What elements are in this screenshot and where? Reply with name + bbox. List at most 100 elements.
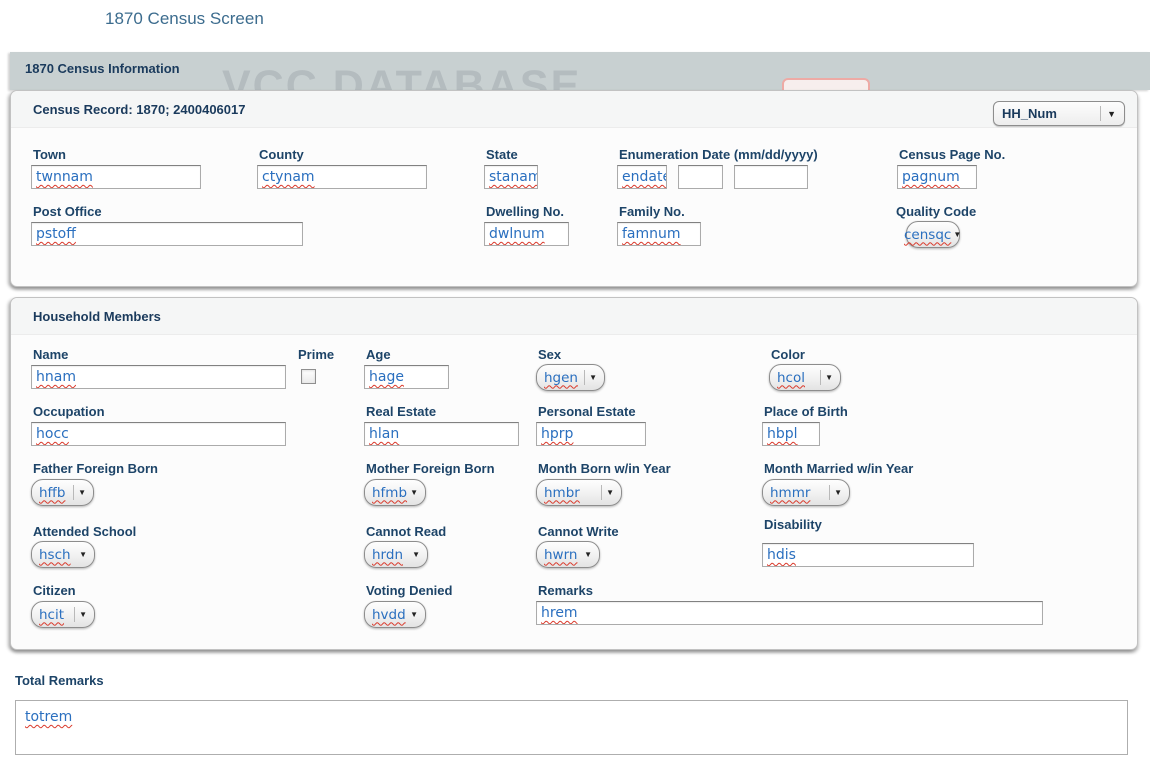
real-estate-label: Real Estate <box>366 404 437 419</box>
divider <box>74 607 76 622</box>
cannot-read-label: Cannot Read <box>366 524 447 539</box>
census-record-panel: Census Record: 1870; 2400406017 HH_Num ▼… <box>10 90 1138 287</box>
dwelling-no-value: dwlnum <box>489 226 545 242</box>
disability-value: hdis <box>767 547 796 563</box>
mother-foreign-born-label: Mother Foreign Born <box>366 461 495 476</box>
attended-school-value: hsch <box>39 546 71 563</box>
personal-estate-input[interactable]: hprp <box>536 422 646 446</box>
age-label: Age <box>366 347 391 362</box>
dropdown-arrow-icon: ▼ <box>584 549 592 559</box>
citizen-value: hcit <box>39 606 65 623</box>
post-office-input[interactable]: pstoff <box>31 222 303 246</box>
town-value: twnnam <box>36 169 93 185</box>
cannot-write-label: Cannot Write <box>538 524 619 539</box>
state-value: stanam <box>489 169 538 185</box>
family-no-label: Family No. <box>619 204 685 219</box>
color-value: hcol <box>777 369 805 386</box>
month-married-value: hmmr <box>770 484 811 501</box>
voting-denied-value: hvdd <box>372 606 406 623</box>
dropdown-arrow-icon: ▼ <box>79 549 87 559</box>
month-married-label: Month Married w/in Year <box>764 461 914 476</box>
dwelling-no-input[interactable]: dwlnum <box>484 222 569 246</box>
sex-dropdown[interactable]: hgen ▼ <box>536 364 605 391</box>
enumeration-date-value: endate <box>622 169 667 185</box>
dropdown-arrow-icon: ▼ <box>953 229 962 239</box>
prime-checkbox[interactable] <box>301 369 316 384</box>
month-born-value: hmbr <box>544 484 580 501</box>
father-foreign-born-value: hffb <box>39 484 66 501</box>
disability-label: Disability <box>764 517 822 532</box>
citizen-dropdown[interactable]: hcit ▼ <box>31 601 95 628</box>
dropdown-arrow-icon: ▼ <box>410 609 418 619</box>
month-married-dropdown[interactable]: hmmr ▼ <box>762 479 850 506</box>
enumeration-date-input-3[interactable] <box>734 165 808 189</box>
enumeration-date-label: Enumeration Date (mm/dd/yyyy) <box>619 147 818 162</box>
hh-num-dropdown[interactable]: HH_Num ▼ <box>993 101 1125 126</box>
name-label: Name <box>33 347 69 362</box>
cannot-read-dropdown[interactable]: hrdn ▼ <box>364 541 428 568</box>
census-page-no-value: pagnum <box>902 169 960 185</box>
total-remarks-value: totrem <box>25 709 73 725</box>
census-record-panel-header <box>11 91 1137 128</box>
father-foreign-born-label: Father Foreign Born <box>33 461 158 476</box>
color-label: Color <box>771 347 805 362</box>
county-input[interactable]: ctynam <box>257 165 427 189</box>
post-office-value: pstoff <box>36 226 76 242</box>
real-estate-value: hlan <box>369 426 400 442</box>
total-remarks-textarea[interactable]: totrem <box>15 700 1128 755</box>
remarks-value: hrem <box>541 605 578 621</box>
attended-school-dropdown[interactable]: hsch ▼ <box>31 541 95 568</box>
family-no-input[interactable]: famnum <box>617 222 701 246</box>
state-input[interactable]: stanam <box>484 165 538 189</box>
state-label: State <box>486 147 518 162</box>
census-page-no-input[interactable]: pagnum <box>897 165 977 189</box>
divider <box>584 370 586 385</box>
partially-hidden-button[interactable] <box>782 78 870 90</box>
dropdown-arrow-icon: ▼ <box>412 549 420 559</box>
remarks-label: Remarks <box>538 583 593 598</box>
page-title: 1870 Census Screen <box>105 9 264 28</box>
disability-input[interactable]: hdis <box>762 543 974 567</box>
header-bar: VCC DATABASE 1870 Census Information <box>10 52 1150 90</box>
enumeration-date-input-2[interactable] <box>678 165 723 189</box>
voting-denied-label: Voting Denied <box>366 583 453 598</box>
mother-foreign-born-dropdown[interactable]: hfmb ▼ <box>364 479 426 506</box>
voting-denied-dropdown[interactable]: hvdd ▼ <box>364 601 426 628</box>
total-remarks-label: Total Remarks <box>15 673 104 688</box>
month-born-dropdown[interactable]: hmbr ▼ <box>536 479 622 506</box>
place-of-birth-label: Place of Birth <box>764 404 848 419</box>
place-of-birth-input[interactable]: hbpl <box>762 422 820 446</box>
town-label: Town <box>33 147 66 162</box>
quality-code-label: Quality Code <box>896 204 977 219</box>
occupation-label: Occupation <box>33 404 105 419</box>
household-members-panel: Household Members Name hnam Prime Age ha… <box>10 297 1138 650</box>
divider <box>601 485 603 500</box>
remarks-input[interactable]: hrem <box>536 601 1043 625</box>
town-input[interactable]: twnnam <box>31 165 201 189</box>
real-estate-input[interactable]: hlan <box>364 422 519 446</box>
header-title: 1870 Census Information <box>25 61 180 76</box>
father-foreign-born-dropdown[interactable]: hffb ▼ <box>31 479 94 506</box>
divider <box>829 485 831 500</box>
occupation-input[interactable]: hocc <box>31 422 286 446</box>
age-input[interactable]: hage <box>364 365 449 389</box>
cannot-write-value: hwrn <box>544 546 578 563</box>
watermark: VCC DATABASE <box>222 62 582 91</box>
household-members-panel-header <box>11 298 1137 335</box>
dropdown-arrow-icon: ▼ <box>79 609 87 619</box>
hh-num-value: HH_Num <box>1002 106 1057 121</box>
name-input[interactable]: hnam <box>31 365 286 389</box>
color-dropdown[interactable]: hcol ▼ <box>769 364 841 391</box>
quality-code-dropdown[interactable]: censqc ▼ <box>904 221 962 248</box>
quality-code-value: censqc <box>904 226 952 243</box>
family-no-value: famnum <box>622 226 681 242</box>
household-members-title: Household Members <box>33 309 161 324</box>
cannot-write-dropdown[interactable]: hwrn ▼ <box>536 541 600 568</box>
dropdown-arrow-icon: ▼ <box>78 487 86 497</box>
name-value: hnam <box>36 369 76 385</box>
divider <box>820 370 822 385</box>
census-record-title: Census Record: 1870; 2400406017 <box>33 102 246 117</box>
sex-value: hgen <box>544 369 578 386</box>
enumeration-date-input[interactable]: endate <box>617 165 667 189</box>
cannot-read-value: hrdn <box>372 546 403 563</box>
